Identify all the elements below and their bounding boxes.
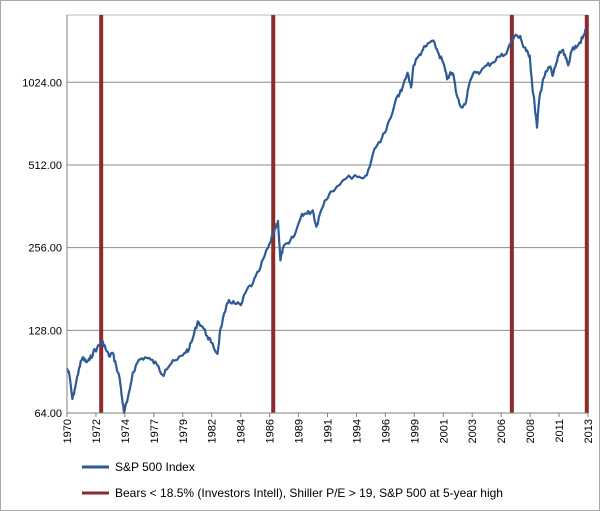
legend: S&P 500 Index Bears < 18.5% (Investors I… [82,460,503,500]
y-tick-labels: 64.00 128.00 256.00 512.00 1024.00 [22,77,62,420]
legend-label-bears: Bears < 18.5% (Investors Intell), Shille… [115,486,503,500]
x-tick-label: 2011 [554,419,566,443]
y-tick-label: 64.00 [34,408,62,420]
plot-area [65,14,589,415]
x-tick-label: 1977 [149,419,161,443]
x-tick-label: 1994 [351,419,363,443]
y-tick-label: 128.00 [28,325,62,337]
x-tick-label: 2006 [496,419,508,443]
x-tick-label: 2013 [583,419,595,443]
y-tick-label: 1024.00 [22,77,62,89]
x-tick-label: 1996 [380,419,392,443]
x-tick-label: 1982 [207,419,219,443]
x-tick-label: 1972 [91,419,103,443]
plot-background [67,15,588,413]
legend-label-sp500: S&P 500 Index [115,460,195,474]
sp500-line [65,28,587,415]
x-tick-label: 1979 [178,419,190,443]
x-tick-label: 1999 [409,419,421,443]
x-tick-label: 1989 [294,419,306,443]
x-tick-label: 2003 [467,419,479,443]
gridlines [67,14,588,331]
x-tick-label: 1984 [236,419,248,443]
y-tick-label: 512.00 [28,160,62,172]
x-tick-label: 2001 [438,419,450,443]
y-tick-label: 256.00 [28,243,62,255]
x-tick-label: 1986 [265,419,277,443]
x-tick-label: 2008 [525,419,537,443]
x-tick-label: 1970 [62,419,74,443]
x-tick-label: 1991 [323,419,335,443]
bear-marker-bands [99,15,589,413]
x-tick-labels: 1970 1972 1974 1977 1979 1982 1984 1986 1989 1991… [62,413,595,443]
x-tick-label: 1974 [120,419,132,443]
